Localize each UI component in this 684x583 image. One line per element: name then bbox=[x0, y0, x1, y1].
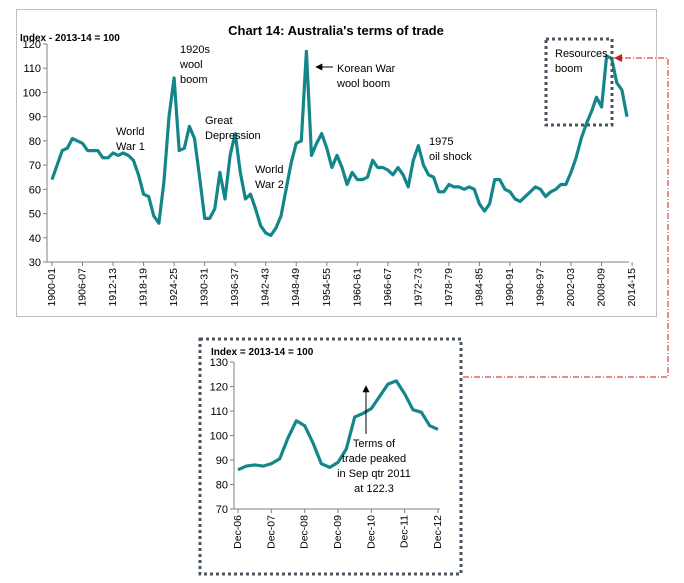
inset-chart: Index = 2013-14 = 100 70 80 90 100 110 120 130… bbox=[198, 337, 463, 576]
inset-x-tick-label: Dec-11 bbox=[399, 515, 411, 548]
annotation-resources-boom-line-2: boom bbox=[555, 63, 583, 75]
main-y-tick-label: 70 bbox=[29, 160, 41, 172]
inset-connector-line bbox=[412, 57, 669, 378]
inset-x-tick-label: Dec-08 bbox=[299, 515, 311, 549]
inset-y-tick-label: 70 bbox=[216, 504, 228, 516]
main-x-tick-label: 1924-25 bbox=[168, 268, 180, 307]
resources-boom-highlight-box bbox=[544, 37, 614, 127]
main-y-tick-label: 40 bbox=[29, 233, 41, 245]
annotation-world-war-1-line-2: War 1 bbox=[116, 141, 145, 153]
main-y-tick-label: 50 bbox=[29, 209, 41, 221]
main-y-tick-label: 30 bbox=[29, 257, 41, 269]
annotation-terms-peak-line-2: trade peaked bbox=[342, 453, 406, 465]
annotation-korean-war-line-1: Korean War bbox=[337, 63, 396, 75]
main-x-tick-label: 1900-01 bbox=[46, 268, 58, 307]
main-x-tick-label: 1948-49 bbox=[290, 268, 302, 307]
inset-y-axis: 70 80 90 100 110 120 130 bbox=[210, 357, 235, 516]
main-x-tick-label: 1966-67 bbox=[382, 268, 394, 307]
main-y-tick-label: 90 bbox=[29, 112, 41, 124]
annotation-korean-war-line-2: wool boom bbox=[336, 78, 390, 90]
main-x-tick-label: 1954-55 bbox=[321, 268, 333, 307]
main-x-tick-label: 1978-79 bbox=[443, 268, 455, 307]
inset-y-tick-label: 130 bbox=[210, 357, 228, 369]
main-y-tick-label: 120 bbox=[23, 39, 41, 51]
annotation-great-depression: Great Depression bbox=[205, 115, 261, 142]
inset-series-line bbox=[237, 379, 439, 472]
annotation-world-war-2-line-2: War 2 bbox=[255, 179, 284, 191]
inset-chart-border bbox=[198, 337, 463, 576]
inset-x-axis: Dec-06 Dec-07 Dec-08 Dec-09 Dec-10 Dec-11 Dec-… bbox=[232, 508, 444, 549]
main-chart: Chart 14: Australia's terms of trade Ind… bbox=[16, 9, 657, 317]
main-x-tick-label: 1984-85 bbox=[473, 268, 485, 307]
main-x-tick-label: 2014-15 bbox=[626, 268, 638, 307]
main-x-tick-label: 2002-03 bbox=[565, 268, 577, 307]
inset-y-tick-label: 110 bbox=[210, 406, 228, 418]
main-y-axis: 30 40 50 60 70 80 90 100 110 120 bbox=[23, 39, 48, 269]
inset-x-tick-label: Dec-12 bbox=[432, 515, 444, 549]
annotation-great-depression-line-1: Great bbox=[205, 115, 233, 127]
main-chart-y-axis-label: Index - 2013-14 = 100 bbox=[20, 33, 120, 44]
annotation-1920s-wool-boom-line-3: boom bbox=[180, 74, 208, 86]
main-y-tick-label: 100 bbox=[23, 87, 41, 99]
annotation-oil-shock: 1975 oil shock bbox=[429, 136, 472, 163]
inset-x-tick-label: Dec-06 bbox=[232, 515, 244, 549]
annotation-world-war-1-line-1: World bbox=[116, 126, 145, 138]
main-x-tick-label: 1990-91 bbox=[504, 268, 516, 307]
main-y-tick-label: 60 bbox=[29, 184, 41, 196]
main-x-tick-label: 1960-61 bbox=[351, 268, 363, 307]
annotation-oil-shock-line-1: 1975 bbox=[429, 136, 453, 148]
annotation-world-war-2-line-1: World bbox=[255, 164, 284, 176]
main-x-tick-label: 2008-09 bbox=[596, 268, 608, 307]
annotation-great-depression-line-2: Depression bbox=[205, 130, 261, 142]
main-x-tick-label: 1918-19 bbox=[138, 268, 150, 307]
main-chart-panel bbox=[16, 9, 657, 317]
main-x-tick-label: 1912-13 bbox=[107, 268, 119, 307]
inset-x-tick-label: Dec-10 bbox=[365, 515, 377, 549]
inset-y-tick-label: 100 bbox=[210, 431, 228, 443]
main-chart-title: Chart 14: Australia's terms of trade bbox=[228, 23, 444, 38]
annotation-oil-shock-line-2: oil shock bbox=[429, 151, 472, 163]
main-x-axis: 1900-01 1906-07 1912-13 1918-19 1924-25 1930-… bbox=[46, 261, 638, 307]
annotation-korean-war: Korean War wool boom bbox=[315, 63, 396, 90]
main-x-tick-label: 1996-97 bbox=[534, 268, 546, 307]
main-series-line bbox=[50, 49, 629, 237]
main-x-tick-label: 1930-31 bbox=[199, 268, 211, 307]
annotation-world-war-1: World War 1 bbox=[116, 126, 145, 153]
annotation-resources-boom: Resources boom bbox=[555, 48, 608, 75]
annotation-1920s-wool-boom-line-1: 1920s bbox=[180, 44, 210, 56]
inset-x-tick-label: Dec-07 bbox=[265, 515, 277, 549]
inset-y-tick-label: 120 bbox=[210, 382, 228, 394]
main-y-tick-label: 110 bbox=[23, 63, 41, 75]
annotation-1920s-wool-boom: 1920s wool boom bbox=[179, 44, 210, 86]
annotation-world-war-2: World War 2 bbox=[255, 164, 284, 191]
main-y-tick-label: 80 bbox=[29, 136, 41, 148]
main-x-tick-label: 1936-37 bbox=[229, 268, 241, 307]
annotation-terms-peak-line-1: Terms of bbox=[353, 438, 396, 450]
annotation-terms-peak-line-3: in Sep qtr 2011 bbox=[337, 468, 411, 480]
inset-chart-y-axis-label: Index = 2013-14 = 100 bbox=[211, 347, 314, 358]
main-x-tick-label: 1972-73 bbox=[412, 268, 424, 307]
inset-connector-arrowhead-top bbox=[614, 54, 622, 62]
inset-y-tick-label: 80 bbox=[216, 480, 228, 492]
inset-x-tick-label: Dec-09 bbox=[332, 515, 344, 549]
annotation-resources-boom-line-1: Resources bbox=[555, 48, 608, 60]
main-x-tick-label: 1942-43 bbox=[260, 268, 272, 307]
annotation-terms-peak: Terms of trade peaked in Sep qtr 2011 at… bbox=[337, 385, 411, 495]
main-x-tick-label: 1906-07 bbox=[77, 268, 89, 307]
inset-y-tick-label: 90 bbox=[216, 455, 228, 467]
annotation-terms-peak-line-4: at 122.3 bbox=[354, 483, 394, 495]
annotation-1920s-wool-boom-line-2: wool bbox=[179, 59, 203, 71]
